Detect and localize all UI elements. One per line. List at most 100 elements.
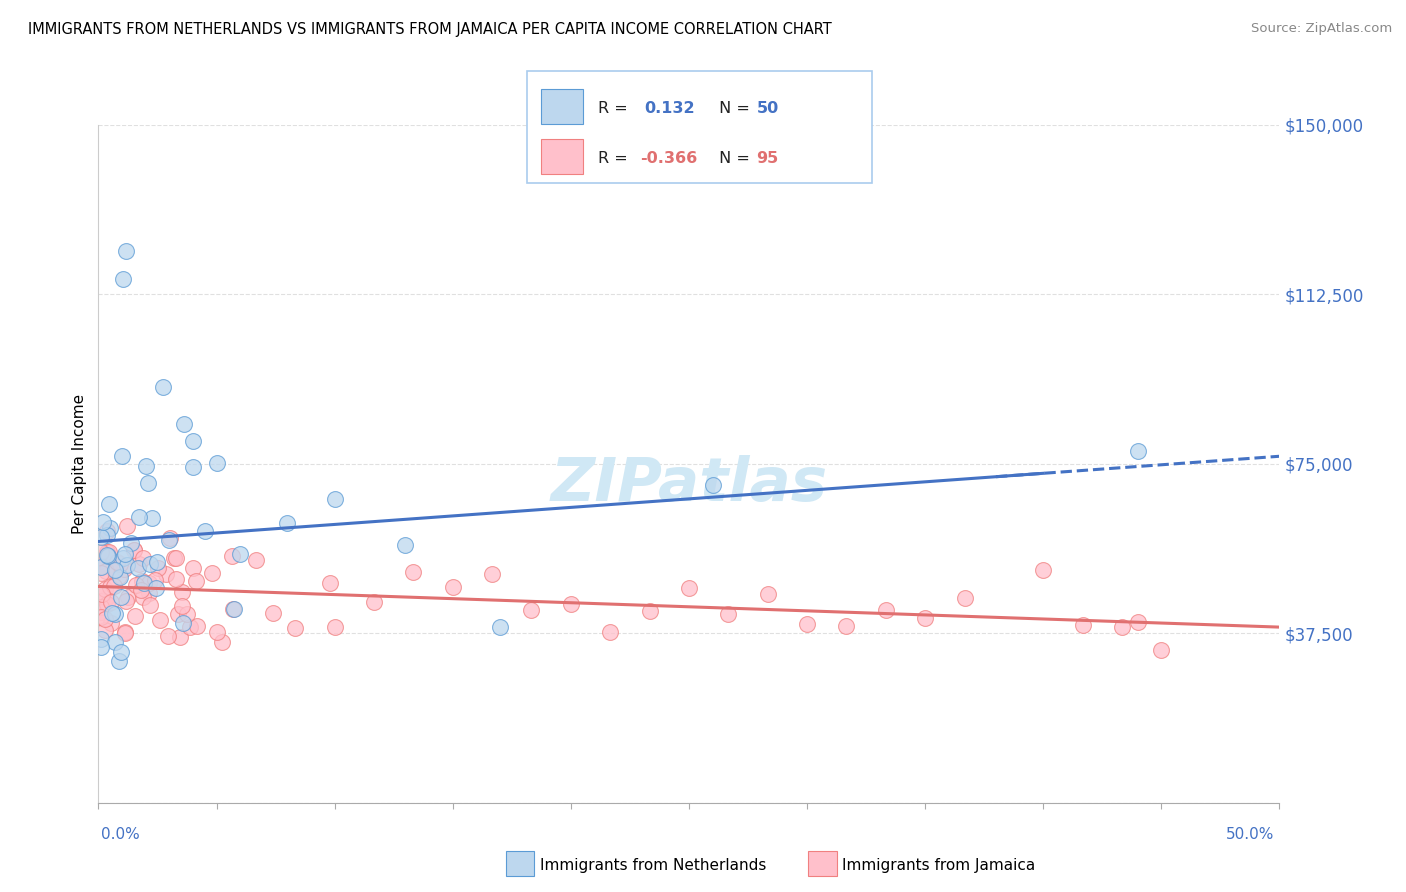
Point (756, 587, 779, 601)
Point (205, 456, 228, 470)
Point (953, 591, 976, 606)
Point (90, 599, 112, 614)
Point (110, 645, 132, 659)
Point (104, 634, 127, 648)
Point (149, 613, 172, 627)
Point (132, 576, 155, 591)
Point (201, 566, 224, 580)
Text: N =: N = (714, 101, 755, 116)
Text: 95: 95 (756, 151, 779, 166)
Point (103, 607, 125, 621)
Point (103, 578, 125, 592)
Point (179, 620, 201, 634)
Point (115, 558, 138, 573)
Point (1150, 643, 1173, 657)
Point (90, 559, 112, 574)
Point (835, 619, 858, 633)
Point (96, 597, 118, 611)
Point (100, 616, 122, 631)
Point (186, 618, 208, 632)
Point (678, 581, 700, 595)
Point (157, 533, 180, 548)
Point (90, 554, 112, 568)
Point (222, 601, 245, 615)
Point (1032, 563, 1054, 577)
Point (90, 605, 112, 619)
Text: R =: R = (598, 101, 637, 116)
Point (94, 591, 117, 606)
Point (181, 460, 204, 475)
Text: R =: R = (598, 151, 633, 166)
Point (97, 549, 120, 564)
Point (114, 625, 136, 640)
Point (152, 380, 174, 394)
Text: N =: N = (714, 151, 755, 166)
Point (128, 557, 150, 571)
Point (560, 597, 582, 611)
Point (1071, 618, 1094, 632)
Point (100, 595, 122, 609)
Point (489, 620, 512, 634)
Point (165, 551, 187, 566)
Point (90, 640, 112, 655)
Point (117, 590, 139, 604)
Point (104, 563, 127, 577)
Point (120, 535, 142, 549)
Point (319, 575, 342, 590)
Point (221, 549, 243, 563)
Point (262, 606, 284, 620)
Point (111, 551, 134, 566)
Text: 0.132: 0.132 (644, 101, 695, 116)
Point (181, 434, 204, 449)
Point (122, 542, 145, 557)
Point (145, 581, 167, 595)
Point (90, 545, 112, 559)
Point (131, 590, 153, 604)
Point (90, 589, 112, 603)
Point (481, 567, 503, 582)
Point (141, 511, 163, 525)
Point (131, 574, 153, 588)
Point (143, 574, 166, 588)
Point (94, 564, 117, 578)
Point (139, 557, 162, 571)
Text: 50: 50 (756, 101, 779, 116)
Point (135, 459, 157, 474)
Text: Immigrants from Jamaica: Immigrants from Jamaica (842, 858, 1035, 872)
Point (163, 550, 186, 565)
Point (170, 585, 193, 599)
Point (90, 610, 112, 624)
Text: Immigrants from Netherlands: Immigrants from Netherlands (540, 858, 766, 872)
Point (127, 561, 149, 575)
Point (402, 565, 425, 579)
Text: ZIPatlas: ZIPatlas (550, 455, 828, 514)
Point (148, 561, 170, 575)
Point (108, 569, 131, 583)
Point (245, 553, 267, 567)
Text: 0.0%: 0.0% (101, 827, 141, 841)
Point (90, 632, 112, 647)
Point (1126, 444, 1149, 458)
Point (169, 631, 191, 645)
Point (222, 602, 245, 616)
Point (129, 582, 152, 597)
Point (114, 625, 136, 640)
Point (100, 580, 122, 594)
Point (394, 539, 416, 553)
Point (96, 549, 118, 563)
Point (159, 531, 181, 545)
Point (146, 555, 169, 569)
Point (914, 611, 936, 625)
Point (875, 603, 897, 617)
Point (166, 607, 188, 621)
Point (98, 497, 121, 511)
Point (124, 543, 146, 558)
Point (441, 580, 464, 594)
Point (100, 521, 122, 535)
Point (97, 544, 120, 558)
Point (229, 548, 252, 562)
Point (717, 607, 740, 621)
Point (638, 604, 661, 618)
Point (276, 516, 298, 530)
Point (108, 570, 131, 584)
